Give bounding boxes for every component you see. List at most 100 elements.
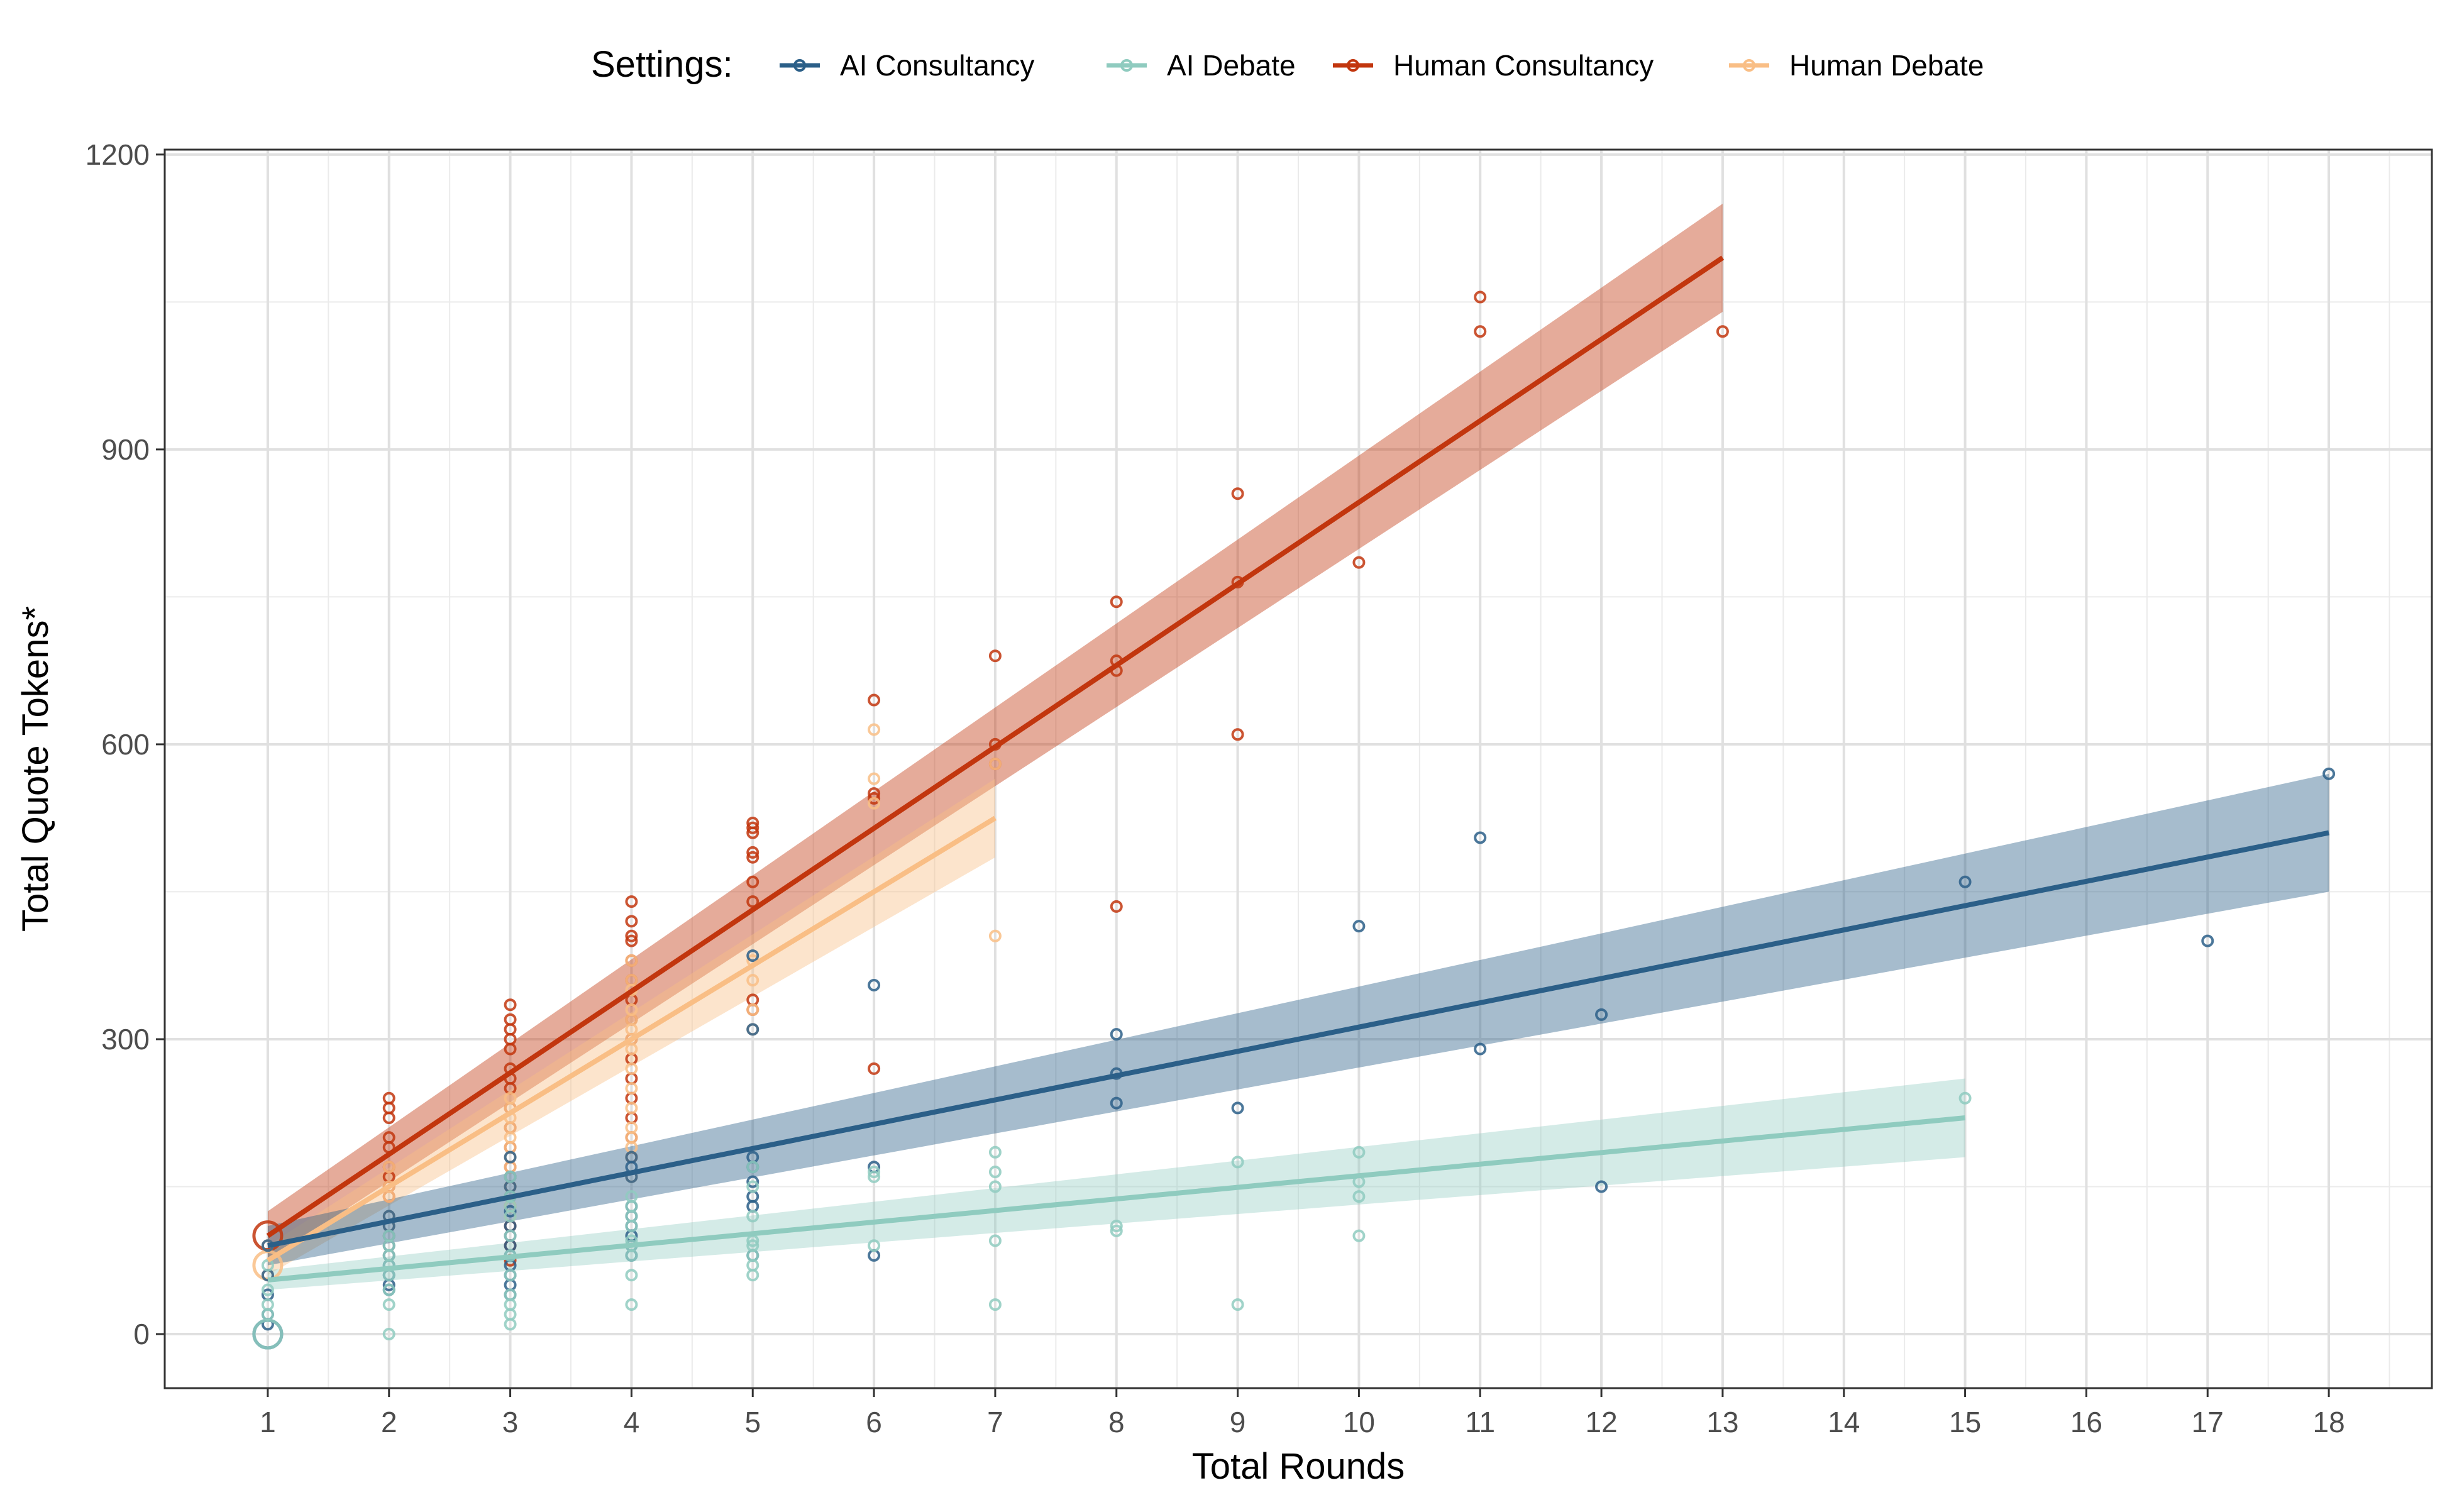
data-point-ai-debate bbox=[1958, 1091, 1972, 1105]
data-point-ai-debate bbox=[988, 1166, 1002, 1179]
data-point-human-debate bbox=[504, 1131, 517, 1144]
data-point-human-debate bbox=[868, 797, 881, 810]
y-tick-label: 900 bbox=[101, 433, 150, 466]
data-point-human-consultancy bbox=[625, 929, 638, 942]
x-tick-label: 6 bbox=[866, 1406, 882, 1438]
data-point-ai-debate bbox=[988, 1234, 1002, 1247]
x-tick-label: 17 bbox=[2192, 1406, 2224, 1438]
data-point-ai-debate bbox=[625, 1190, 638, 1203]
data-point-ai-consultancy bbox=[746, 1023, 759, 1036]
data-point-human-debate bbox=[625, 1082, 638, 1095]
data-point-human-consultancy bbox=[504, 998, 517, 1012]
legend-label-ai-debate: AI Debate bbox=[1167, 49, 1296, 82]
x-tick-label: 9 bbox=[1230, 1406, 1246, 1438]
data-point-human-debate bbox=[625, 1062, 638, 1075]
x-tick-label: 2 bbox=[381, 1406, 397, 1438]
axes: 1 2 3 4 5 6 7 8 9 10 11 12 13 14 15 16 17 180300600900120… bbox=[86, 138, 2345, 1438]
data-point-ai-debate bbox=[988, 1180, 1002, 1193]
data-point-ai-consultancy bbox=[1110, 1028, 1123, 1041]
data-point-ai-consultancy bbox=[868, 978, 881, 991]
fit-lines bbox=[266, 255, 2329, 1283]
data-point-ai-debate bbox=[1352, 1229, 1366, 1242]
data-point-ai-debate bbox=[504, 1288, 517, 1301]
data-point-human-consultancy bbox=[504, 1032, 517, 1046]
legend-title: Settings: bbox=[591, 44, 733, 85]
x-tick-label: 4 bbox=[624, 1406, 640, 1438]
data-point-ai-consultancy bbox=[1352, 920, 1366, 933]
data-point-ai-consultancy bbox=[1958, 875, 1972, 888]
data-point-human-consultancy bbox=[746, 826, 759, 839]
y-tick-label: 300 bbox=[101, 1023, 150, 1056]
data-point-ai-debate bbox=[1231, 1298, 1244, 1311]
data-point-human-consultancy bbox=[746, 851, 759, 864]
data-point-ai-debate bbox=[746, 1210, 759, 1223]
data-point-human-consultancy bbox=[746, 895, 759, 908]
data-point-human-consultancy bbox=[868, 792, 881, 805]
x-tick-label: 10 bbox=[1343, 1406, 1375, 1438]
data-point-human-consultancy bbox=[1110, 900, 1123, 913]
data-point-ai-consultancy bbox=[1231, 1101, 1244, 1115]
data-point-human-debate bbox=[868, 772, 881, 785]
data-point-human-consultancy bbox=[382, 1112, 395, 1125]
x-tick-label: 15 bbox=[1949, 1406, 1981, 1438]
data-point-ai-consultancy bbox=[1474, 1042, 1487, 1056]
y-tick-label: 0 bbox=[133, 1318, 150, 1350]
x-tick-label: 8 bbox=[1108, 1406, 1125, 1438]
data-point-human-debate bbox=[988, 758, 1002, 771]
legend-marker-human-consultancy bbox=[1347, 59, 1359, 72]
fit-line-ai-consultancy bbox=[267, 830, 2329, 1249]
data-point-ai-debate bbox=[746, 1180, 759, 1193]
data-point-ai-debate bbox=[868, 1170, 881, 1183]
data-point-human-consultancy bbox=[1231, 728, 1244, 741]
y-tick-label: 600 bbox=[101, 728, 150, 761]
legend-label-ai-consultancy: AI Consultancy bbox=[840, 49, 1034, 82]
x-tick-label: 16 bbox=[2070, 1406, 2102, 1438]
data-point-human-consultancy bbox=[1474, 325, 1487, 338]
fit-line-human-debate bbox=[266, 815, 997, 1263]
data-point-ai-debate bbox=[504, 1170, 517, 1183]
legend-label-human-consultancy: Human Consultancy bbox=[1393, 49, 1654, 82]
data-point-ai-consultancy bbox=[625, 1151, 638, 1164]
data-point-human-debate bbox=[746, 974, 759, 987]
data-point-ai-debate bbox=[382, 1283, 395, 1296]
data-point-ai-debate bbox=[1352, 1145, 1366, 1159]
data-point-ai-consultancy bbox=[504, 1151, 517, 1164]
data-point-ai-debate bbox=[1110, 1220, 1123, 1233]
data-point-ai-debate bbox=[746, 1239, 759, 1252]
data-point-ai-debate bbox=[382, 1298, 395, 1311]
data-point-human-consultancy bbox=[746, 875, 759, 888]
data-point-ai-debate bbox=[625, 1269, 638, 1282]
data-point-human-consultancy bbox=[1716, 325, 1729, 338]
data-point-human-debate bbox=[625, 1023, 638, 1036]
data-point-ai-debate bbox=[382, 1229, 395, 1242]
legend: Settings: AI Consultancy AI Debate Human C… bbox=[591, 44, 1984, 85]
data-point-human-consultancy bbox=[625, 915, 638, 928]
data-point-ai-debate bbox=[261, 1308, 274, 1321]
fit-line-ai-debate bbox=[267, 1115, 1965, 1283]
data-point-ai-debate bbox=[988, 1298, 1002, 1311]
data-point-human-consultancy bbox=[1110, 595, 1123, 609]
data-point-ai-debate bbox=[261, 1283, 274, 1296]
data-point-human-debate bbox=[382, 1180, 395, 1193]
data-point-ai-consultancy bbox=[2322, 767, 2336, 780]
data-point-human-consultancy bbox=[625, 934, 638, 947]
data-point-human-debate bbox=[625, 1101, 638, 1115]
x-tick-label: 5 bbox=[744, 1406, 761, 1438]
data-point-ai-consultancy bbox=[1110, 1096, 1123, 1110]
data-point-ai-debate bbox=[868, 1239, 881, 1252]
y-axis-label: Total Quote Tokens* bbox=[15, 606, 56, 932]
x-tick-label: 7 bbox=[987, 1406, 1003, 1438]
x-tick-label: 12 bbox=[1585, 1406, 1617, 1438]
data-point-ai-debate bbox=[1110, 1224, 1123, 1237]
data-point-ai-debate bbox=[382, 1328, 395, 1341]
data-point-ai-consultancy bbox=[746, 949, 759, 963]
data-point-ai-debate bbox=[868, 1166, 881, 1179]
y-tick-label: 1200 bbox=[86, 138, 150, 171]
data-point-ai-consultancy bbox=[746, 1175, 759, 1188]
data-points bbox=[252, 290, 2336, 1350]
data-point-ai-debate bbox=[988, 1145, 1002, 1159]
legend-marker-ai-debate bbox=[1120, 59, 1133, 72]
data-point-ai-consultancy bbox=[1474, 831, 1487, 844]
